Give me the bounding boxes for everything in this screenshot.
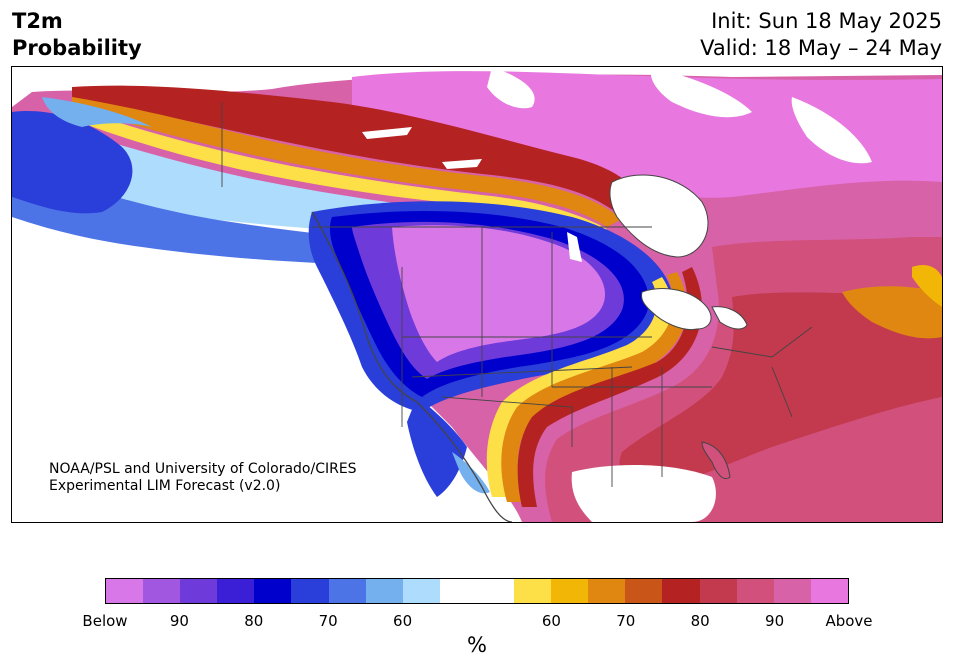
colorbar-segment: [439, 579, 477, 603]
colorbar-segment: [662, 579, 700, 603]
colorbar-segment: [551, 579, 589, 603]
colorbar-segment: [476, 579, 515, 603]
colorbar-tick-label: 70: [616, 612, 636, 630]
great-lakes: [641, 288, 712, 331]
probability-map: [11, 66, 943, 523]
colorbar-segment: [180, 579, 218, 603]
init-date: Init: Sun 18 May 2025: [711, 9, 942, 33]
credit-line-2: Experimental LIM Forecast (v2.0): [49, 478, 281, 494]
alaska-light: [42, 97, 152, 127]
colorbar-segment: [773, 579, 811, 603]
map-title: T2m Probability: [12, 8, 142, 62]
colorbar-tick-label: 90: [169, 612, 189, 630]
credit-line-1: NOAA/PSL and University of Colorado/CIRE…: [49, 461, 357, 477]
colorbar-segment: [143, 579, 181, 603]
colorbar-segment: [365, 579, 403, 603]
orange-band-north: [72, 97, 622, 227]
baja-blue: [407, 397, 467, 497]
colorbar-segment: [810, 579, 848, 603]
colorbar-segment: [402, 579, 440, 603]
hudson-bay: [609, 174, 709, 258]
title-type: Probability: [12, 36, 142, 60]
transition-yellow: [486, 277, 673, 497]
colorbar-segment: [106, 579, 144, 603]
data-credit: NOAA/PSL and University of Colorado/CIRE…: [49, 461, 357, 495]
colorbar-tick-label: Below: [82, 612, 128, 630]
probability-colorbar: [105, 578, 849, 604]
colorbar-tick-label: 60: [541, 612, 561, 630]
colorbar-tick-label: 70: [318, 612, 338, 630]
maritime-orange: [842, 286, 942, 339]
gulf-of-mexico: [571, 465, 716, 522]
red-band-north: [72, 85, 652, 217]
colorbar-unit: %: [467, 633, 487, 657]
lake-huron: [711, 306, 748, 330]
baja-light: [452, 452, 490, 494]
colorbar-tick-label: Above: [825, 612, 873, 630]
map-canvas: [12, 67, 942, 522]
colorbar-tick-label: 90: [765, 612, 785, 630]
colorbar-segment: [217, 579, 255, 603]
colorbar-tick-label: 80: [244, 612, 264, 630]
valid-range: Valid: 18 May – 24 May: [700, 36, 942, 60]
colorbar-segment: [736, 579, 774, 603]
colorbar-segment: [514, 579, 552, 603]
alaska-below: [12, 111, 133, 214]
west-coastline: [311, 211, 513, 522]
colorbar-segment: [254, 579, 292, 603]
great-slave-lake: [362, 127, 412, 139]
forecast-dates: Init: Sun 18 May 2025 Valid: 18 May – 24…: [700, 8, 942, 62]
arctic-water-1: [487, 67, 535, 109]
colorbar-segment: [328, 579, 366, 603]
colorbar-tick-label: 80: [690, 612, 710, 630]
colorbar-segment: [291, 579, 329, 603]
arctic-water-2: [650, 67, 752, 118]
florida: [701, 441, 731, 480]
colorbar-segment: [588, 579, 626, 603]
arctic-water-3: [791, 97, 872, 164]
colorbar-segment: [699, 579, 737, 603]
east-above-inner: [619, 292, 942, 488]
maritime-yellow: [912, 265, 942, 307]
lake-winnipeg: [567, 232, 582, 262]
colorbar-segment: [625, 579, 663, 603]
colorbar-tick-label: 60: [393, 612, 413, 630]
boundaries: [221, 102, 813, 487]
lake-2: [442, 159, 482, 169]
title-variable: T2m: [12, 9, 63, 33]
